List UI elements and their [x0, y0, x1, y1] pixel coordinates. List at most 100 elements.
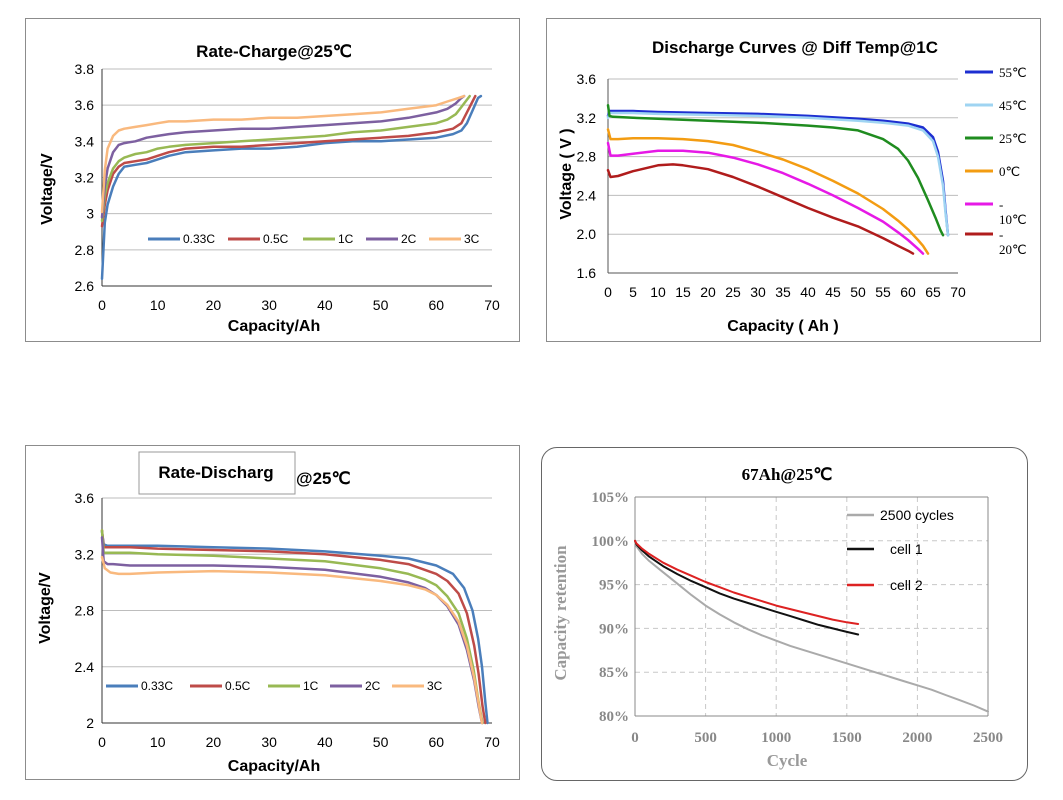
- rate-discharge-xlabel: Capacity/Ah: [228, 758, 320, 775]
- legend-label: 3C: [464, 232, 480, 246]
- series-line-2: [606, 111, 950, 237]
- rate-discharge-title-box: [138, 451, 296, 495]
- x-tick-label: 35: [775, 284, 791, 300]
- x-tick-label: 15: [675, 284, 691, 300]
- legend-label: 10℃: [999, 212, 1027, 227]
- y-tick-label: 3.2: [577, 110, 597, 126]
- cycle-life-chart-panel: 80% 85% 90% 95% 100% 105% 0 500 1000 1500 2000 2500…: [541, 447, 1028, 781]
- x-tick-label: 50: [373, 734, 389, 750]
- x-tick-label: 60: [428, 297, 444, 313]
- y-tick-label: 3.6: [75, 490, 95, 506]
- x-tick-label: 2500: [973, 730, 1003, 746]
- cycle-life-ylabel: Capacity retention: [551, 545, 570, 681]
- y-tick-label: 80%: [599, 709, 629, 725]
- y-tick-label: 2.8: [577, 149, 597, 165]
- y-tick-label: 2.6: [75, 278, 95, 294]
- rate-charge-chart-panel: 2.6 2.8 3 3.2 3.4 3.6 3.8 0 10 20 30 40 50 60 70 0.33C…: [25, 18, 520, 342]
- series-line-3: [100, 529, 484, 725]
- x-tick-label: 1500: [832, 730, 862, 746]
- series-line-6: [606, 163, 915, 255]
- x-tick-label: 2000: [902, 730, 932, 746]
- legend-label: 0.5C: [263, 232, 289, 246]
- legend-label-dash: -: [999, 227, 1003, 242]
- legend-label: 25℃: [999, 131, 1027, 146]
- series-line-4: [606, 128, 930, 255]
- x-tick-label: 500: [694, 730, 717, 746]
- y-tick-label: 2.4: [75, 659, 95, 675]
- series-line-3: [634, 539, 860, 625]
- y-tick-label: 2.8: [75, 603, 95, 619]
- series-line-2: [100, 94, 477, 228]
- series-line-3: [606, 103, 945, 237]
- legend-label: 0.33C: [183, 232, 215, 246]
- discharge-temp-chart: 1.6 2.0 2.4 2.8 3.2 3.6 0 5 10 15 20 25 30 35 40 45 50 55…: [558, 38, 1027, 335]
- x-tick-label: 20: [206, 297, 222, 313]
- series-line-1: [100, 94, 483, 281]
- x-tick-label: 55: [875, 284, 891, 300]
- y-tick-label: 1.6: [577, 265, 597, 281]
- y-tick-label: 2: [86, 715, 94, 731]
- rate-discharge-chart-panel: 2 2.4 2.8 3.2 3.6 0 10 20 30 40 50 60 70 0.33C 0.5C 1C…: [25, 445, 520, 780]
- y-tick-label: 95%: [599, 578, 629, 594]
- x-tick-label: 0: [98, 734, 106, 750]
- y-tick-label: 3.8: [75, 61, 95, 77]
- legend-label: 0.5C: [225, 679, 251, 693]
- x-tick-label: 30: [261, 297, 277, 313]
- x-tick-label: 20: [206, 734, 222, 750]
- cycle-life-xlabel: Cycle: [767, 751, 808, 770]
- series-line-5: [606, 141, 925, 255]
- legend-label: 0.33C: [141, 679, 173, 693]
- series-line-5: [100, 94, 466, 214]
- rate-charge-xlabel: Capacity/Ah: [228, 318, 320, 335]
- x-tick-label: 70: [950, 284, 966, 300]
- discharge-temp-chart-panel: 1.6 2.0 2.4 2.8 3.2 3.6 0 5 10 15 20 25 30 35 40 45 50 55…: [546, 18, 1041, 342]
- legend-label: 1C: [338, 232, 354, 246]
- x-tick-label: 25: [725, 284, 741, 300]
- y-tick-label: 2.8: [75, 242, 95, 258]
- x-tick-label: 0: [98, 297, 106, 313]
- y-tick-label: 3: [86, 206, 94, 222]
- x-tick-label: 40: [317, 297, 333, 313]
- rate-charge-title: Rate-Charge@25℃: [196, 42, 352, 61]
- x-tick-label: 20: [700, 284, 716, 300]
- y-tick-label: 2.4: [577, 187, 597, 203]
- legend-label: 20℃: [999, 242, 1027, 257]
- rate-charge-ylabel: Voltage/V: [39, 153, 56, 225]
- series-line-2: [100, 529, 487, 725]
- legend-label: 0℃: [999, 164, 1020, 179]
- rate-discharge-title-suffix: @25℃: [296, 469, 351, 488]
- rate-charge-chart: 2.6 2.8 3 3.2 3.4 3.6 3.8 0 10 20 30 40 50 60 70 0.33C…: [39, 42, 500, 335]
- cycle-life-title: 67Ah@25℃: [742, 465, 833, 484]
- discharge-temp-title: Discharge Curves @ Diff Temp@1C: [652, 38, 938, 57]
- legend-label: cell 1: [890, 541, 923, 557]
- x-tick-label: 0: [631, 730, 639, 746]
- series-line-4: [100, 536, 484, 725]
- legend-label: 2C: [401, 232, 417, 246]
- legend-label: 55℃: [999, 65, 1027, 80]
- y-tick-label: 105%: [592, 490, 630, 506]
- x-tick-label: 40: [800, 284, 816, 300]
- series-line-1: [606, 109, 950, 237]
- legend-label: 3C: [427, 679, 443, 693]
- legend-label: 1C: [303, 679, 319, 693]
- legend-label: 2500 cycles: [880, 507, 954, 523]
- legend-label: cell 2: [890, 577, 923, 593]
- x-tick-label: 30: [750, 284, 766, 300]
- x-tick-label: 10: [150, 297, 166, 313]
- discharge-temp-ylabel: Voltage ( V ): [558, 128, 575, 219]
- x-tick-label: 60: [428, 734, 444, 750]
- y-tick-label: 3.2: [75, 170, 95, 186]
- x-tick-label: 70: [484, 297, 500, 313]
- series-line-2: [634, 539, 860, 636]
- discharge-temp-xlabel: Capacity ( Ah ): [727, 318, 838, 335]
- x-tick-label: 5: [629, 284, 637, 300]
- y-tick-label: 100%: [592, 534, 630, 550]
- legend-label: 45℃: [999, 98, 1027, 113]
- y-tick-label: 3.2: [75, 546, 95, 562]
- x-tick-label: 10: [150, 734, 166, 750]
- x-tick-label: 30: [261, 734, 277, 750]
- y-tick-label: 3.6: [577, 71, 597, 87]
- rate-discharge-title-box-text: Rate-Discharg: [158, 463, 273, 482]
- y-tick-label: 90%: [599, 621, 629, 637]
- x-tick-label: 70: [484, 734, 500, 750]
